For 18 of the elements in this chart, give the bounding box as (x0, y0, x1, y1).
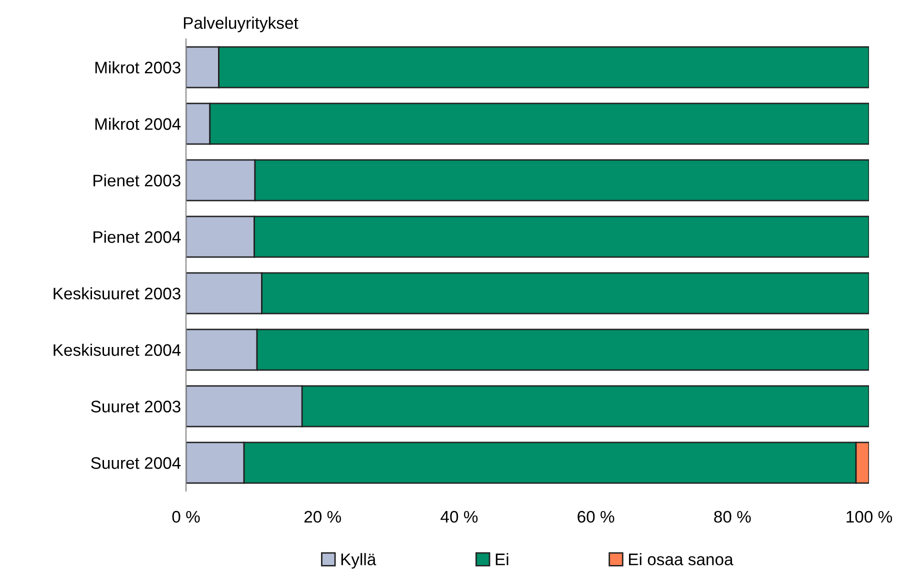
y-tick-label: Pienet 2004 (94, 230, 181, 243)
y-tick-label: Suuret 2003 (91, 400, 180, 412)
legend-label: Ei osaa sanoa (629, 553, 734, 566)
y-tick-label: Pienet 2003 (94, 174, 180, 186)
chart-title: Palveluyritykset (184, 16, 298, 32)
y-tick-label: Keskisuuret 2004 (54, 344, 181, 356)
y-tick-label: Mikrot 2004 (95, 118, 181, 130)
y-tick-label: Mikrot 2003 (95, 61, 180, 74)
y-tick-label: Suuret 2004 (91, 457, 181, 469)
legend-label: Kyllä (341, 553, 376, 569)
x-tick-label: 20 % (304, 510, 341, 523)
x-tick-label: 100 % (846, 510, 892, 523)
x-tick-label: 40 % (440, 510, 478, 523)
x-tick-label: 60 % (578, 510, 614, 523)
y-tick-label: Keskisuuret 2003 (54, 287, 180, 300)
x-tick-label: 0 % (172, 510, 200, 523)
x-tick-label: 80 % (714, 510, 751, 523)
legend-label: Ei (496, 553, 508, 566)
